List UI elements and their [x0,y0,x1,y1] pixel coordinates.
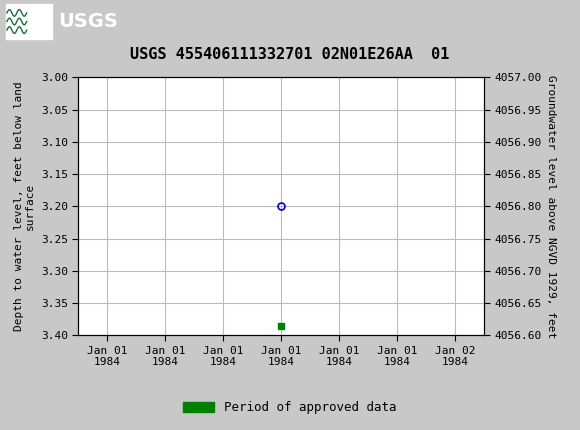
Legend: Period of approved data: Period of approved data [178,396,402,419]
Y-axis label: Groundwater level above NGVD 1929, feet: Groundwater level above NGVD 1929, feet [546,75,556,338]
Bar [6,4,52,39]
Y-axis label: Depth to water level, feet below land
surface: Depth to water level, feet below land su… [14,82,35,331]
Text: USGS 455406111332701 02N01E26AA  01: USGS 455406111332701 02N01E26AA 01 [130,47,450,62]
Text: USGS: USGS [58,12,118,31]
